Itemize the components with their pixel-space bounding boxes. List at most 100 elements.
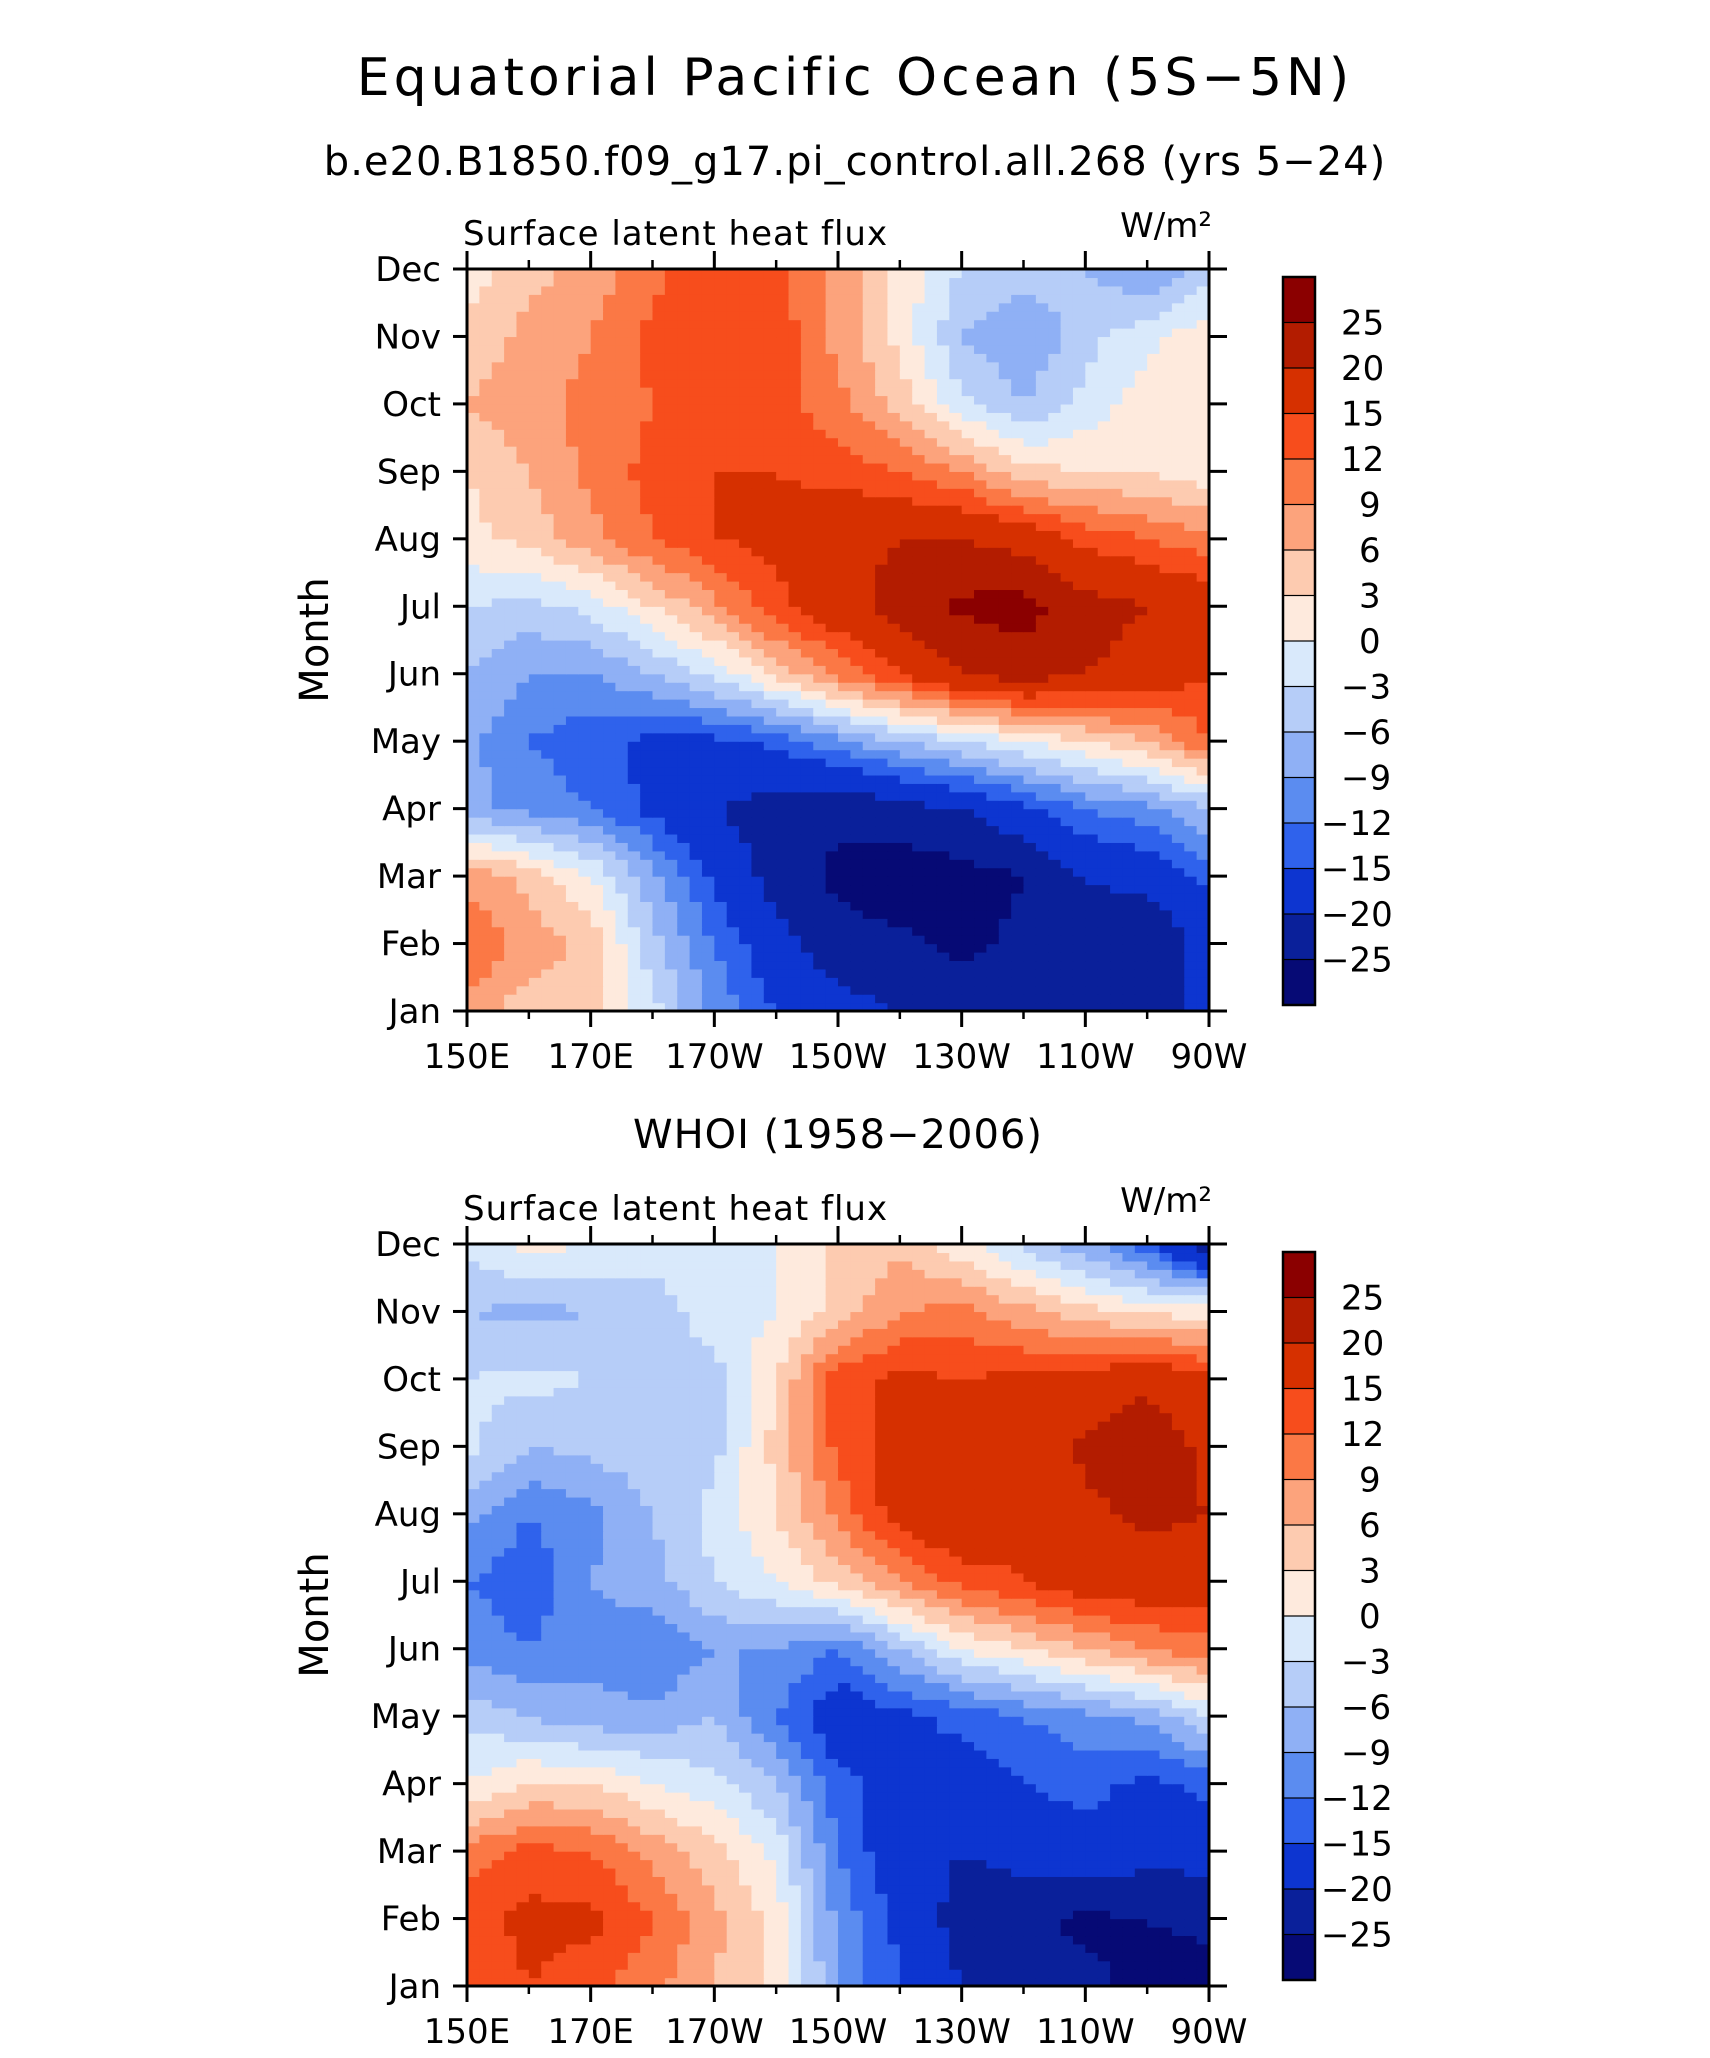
heatmap-cell [528,479,542,489]
heatmap-cell [565,328,579,338]
heatmap-cell [516,732,530,742]
heatmap-cell [912,749,926,759]
heatmap-cell [1110,547,1124,557]
heatmap-cell [912,758,926,768]
heatmap-cell [739,699,753,709]
heatmap-cell [664,665,678,675]
heatmap-cell [813,580,827,591]
heatmap-cell [504,665,518,675]
heatmap-cell [1035,732,1049,742]
heatmap-cell [924,403,938,413]
heatmap-cell [899,319,913,329]
heatmap-cell [862,505,876,515]
heatmap-cell [1159,412,1173,422]
heatmap-cell [961,665,975,675]
heatmap-cell [1097,513,1111,523]
heatmap-cell [701,631,715,641]
heatmap-cell [467,513,480,523]
heatmap-cell [516,606,530,616]
heatmap-cell [862,918,876,928]
heatmap-cell [491,344,505,354]
heatmap-cell [491,311,505,321]
heatmap-cell [1011,741,1025,751]
heatmap-cell [479,690,493,700]
heatmap-cell [1196,715,1209,725]
heatmap-cell [504,361,518,371]
heatmap-cell [491,656,505,666]
heatmap-cell [751,909,765,919]
heatmap-cell [640,606,654,616]
heatmap-cell [603,328,616,338]
heatmap-cell [528,454,542,464]
heatmap-cell [763,429,777,439]
heatmap-cell [565,833,579,843]
heatmap-cell [1171,580,1185,591]
heatmap-cell [862,884,876,894]
heatmap-cell [652,749,666,759]
heatmap-cell [1159,859,1173,869]
heatmap-cell [578,825,592,835]
heatmap-cell [912,521,926,531]
heatmap-cell [652,589,666,599]
heatmap-cell [862,951,876,962]
heatmap-cell [788,783,802,793]
heatmap-cell [491,420,505,430]
heatmap-cell [1097,876,1111,886]
heatmap-cell [627,580,641,591]
heatmap-cell [838,741,851,751]
heatmap-cell [701,479,715,489]
heatmap-cell [776,319,790,329]
heatmap-cell [838,403,851,413]
heatmap-cell [565,656,579,666]
heatmap-cell [677,884,691,894]
heatmap-cell [1147,631,1161,641]
heatmap-cell [1110,387,1124,397]
heatmap-cell [689,471,703,481]
heatmap-cell [1011,614,1025,624]
heatmap-cell [875,564,889,574]
heatmap-cell [590,884,604,894]
heatmap-cell [1085,640,1099,650]
heatmap-cell [504,378,518,388]
heatmap-cell [615,471,629,481]
heatmap-cell [949,741,963,751]
heatmap-cell [479,606,493,616]
heatmap-cell [565,859,579,869]
heatmap-cell [949,640,963,650]
heatmap-cell [763,513,777,523]
heatmap-cell [776,572,790,582]
heatmap-cell [1134,403,1148,413]
heatmap-cell [701,935,715,945]
heatmap-cell [565,412,579,422]
heatmap-cell [961,766,975,776]
heatmap-cell [1122,344,1136,354]
heatmap-cell [528,951,542,962]
heatmap-cell [726,479,740,489]
heatmap-cell [788,985,802,995]
heatmap-cell [1097,699,1111,709]
heatmap-cell [479,833,493,843]
heatmap-cell [565,420,579,430]
heatmap-cell [924,387,938,397]
heatmap-cell [491,370,505,380]
heatmap-cell [640,909,654,919]
heatmap-cell [652,395,666,405]
heatmap-cell [912,935,926,945]
heatmap-cell [1196,488,1209,498]
heatmap-cell [1171,715,1185,725]
heatmap-cell [603,707,616,717]
heatmap-cell [565,538,579,548]
heatmap-cell [1035,412,1049,422]
heatmap-cell [590,513,604,523]
heatmap-cell [1097,353,1111,363]
heatmap-cell [1085,817,1099,827]
heatmap-cell [479,564,493,574]
heatmap-cell [924,589,938,599]
heatmap-cell [1134,361,1148,371]
heatmap-cell [701,850,715,860]
heatmap-cell [1085,623,1099,633]
heatmap-cell [1184,968,1198,978]
heatmap-cell [1035,488,1049,498]
heatmap-cell [887,833,901,843]
heatmap-cell [1171,876,1185,886]
